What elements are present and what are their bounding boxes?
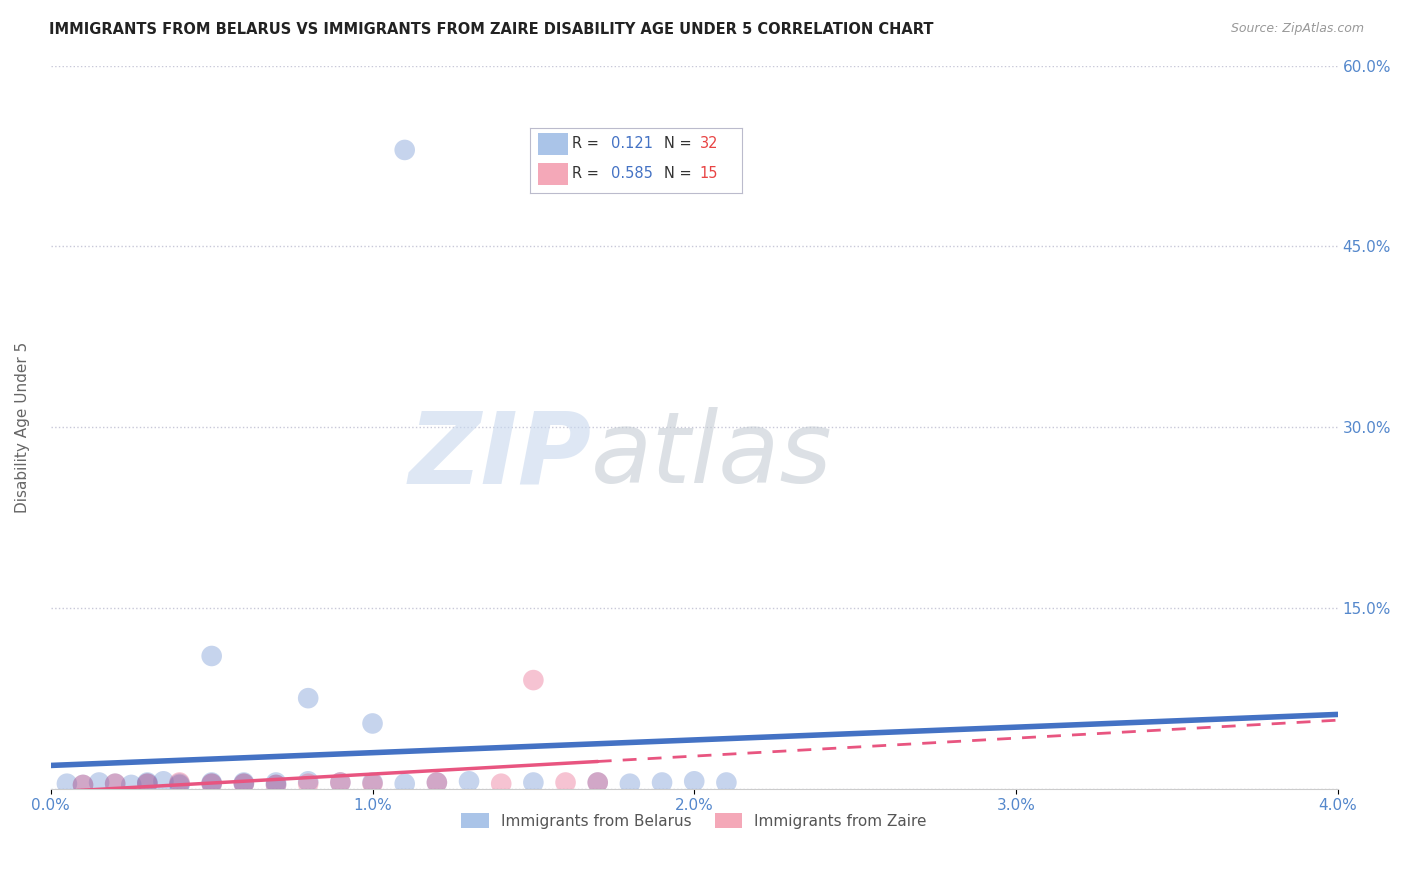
Text: 32: 32 bbox=[700, 136, 718, 152]
Point bbox=[72, 778, 94, 792]
Text: Source: ZipAtlas.com: Source: ZipAtlas.com bbox=[1230, 22, 1364, 36]
Point bbox=[56, 777, 79, 791]
Text: 15: 15 bbox=[700, 167, 718, 181]
Point bbox=[586, 775, 609, 789]
Point bbox=[394, 777, 416, 791]
Bar bbox=[538, 163, 568, 185]
Point bbox=[152, 774, 174, 789]
Point bbox=[489, 777, 512, 791]
Point bbox=[554, 775, 576, 789]
Point bbox=[201, 777, 224, 791]
Point bbox=[201, 648, 224, 663]
Point bbox=[264, 775, 287, 789]
Point bbox=[361, 716, 384, 731]
Text: 0.121: 0.121 bbox=[610, 136, 652, 152]
Text: ZIP: ZIP bbox=[408, 408, 592, 505]
Text: N =: N = bbox=[664, 136, 692, 152]
Text: N =: N = bbox=[664, 167, 692, 181]
Point bbox=[264, 778, 287, 792]
Point bbox=[297, 777, 319, 791]
Text: IMMIGRANTS FROM BELARUS VS IMMIGRANTS FROM ZAIRE DISABILITY AGE UNDER 5 CORRELAT: IMMIGRANTS FROM BELARUS VS IMMIGRANTS FR… bbox=[49, 22, 934, 37]
Point bbox=[120, 778, 142, 792]
Point bbox=[716, 775, 738, 789]
Text: atlas: atlas bbox=[592, 408, 832, 505]
Point bbox=[651, 775, 673, 789]
Y-axis label: Disability Age Under 5: Disability Age Under 5 bbox=[15, 342, 30, 513]
Point bbox=[426, 775, 449, 789]
Point bbox=[232, 775, 254, 789]
Point bbox=[201, 775, 224, 789]
Bar bbox=[538, 133, 568, 155]
Point bbox=[329, 775, 352, 789]
Point bbox=[361, 775, 384, 789]
Point bbox=[104, 777, 127, 791]
Point bbox=[232, 777, 254, 791]
Point bbox=[169, 775, 191, 789]
Point bbox=[136, 777, 159, 791]
Text: R =: R = bbox=[572, 136, 599, 152]
Point bbox=[297, 774, 319, 789]
Point bbox=[619, 777, 641, 791]
Point bbox=[683, 774, 706, 789]
Point bbox=[329, 775, 352, 789]
Point bbox=[394, 143, 416, 157]
Point bbox=[72, 778, 94, 792]
Point bbox=[136, 777, 159, 791]
Text: 0.585: 0.585 bbox=[610, 167, 652, 181]
Point bbox=[169, 777, 191, 791]
Point bbox=[522, 775, 544, 789]
Point bbox=[104, 777, 127, 791]
Point bbox=[522, 673, 544, 687]
Point bbox=[87, 775, 110, 789]
Point bbox=[169, 778, 191, 792]
Point bbox=[136, 775, 159, 789]
Text: R =: R = bbox=[572, 167, 599, 181]
Point bbox=[201, 777, 224, 791]
Legend: Immigrants from Belarus, Immigrants from Zaire: Immigrants from Belarus, Immigrants from… bbox=[456, 807, 934, 835]
Point bbox=[361, 777, 384, 791]
Point bbox=[232, 777, 254, 791]
Point bbox=[586, 775, 609, 789]
Point bbox=[297, 691, 319, 706]
Point bbox=[458, 774, 481, 789]
Point bbox=[426, 775, 449, 789]
Point bbox=[264, 778, 287, 792]
